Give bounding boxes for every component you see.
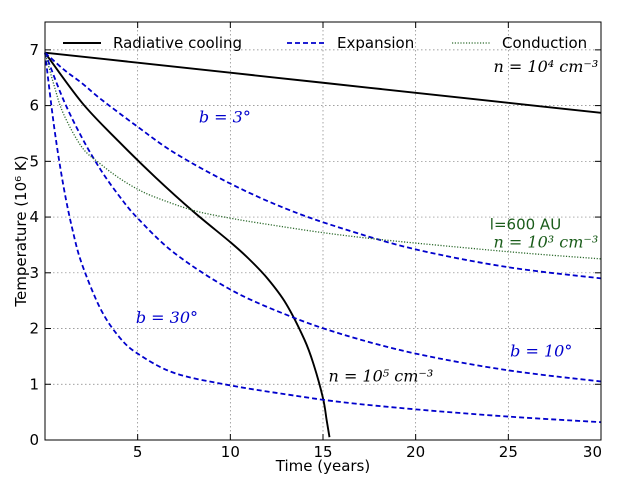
conduction-curve [44,52,602,260]
curve-annotation: b = 10° [510,341,572,360]
curve-annotation: n = 10⁵ cm⁻³ [329,366,434,385]
y-tick-label: 7 [29,41,39,59]
expansion-curve [44,51,602,280]
annotation-layer: n = 10⁴ cm⁻³ b = 3° l=600 AUn = 10³ cm⁻³ b … [136,57,598,385]
x-tick-label: 20 [406,443,425,461]
tick-layer: 5 10 15 20 25 30 0 1 2 3 4 5 6 7 [29,22,602,461]
x-tick-label: 5 [133,443,143,461]
grid-layer [45,22,601,440]
curve-annotation: b = 30° [136,308,198,327]
x-axis-title: Time (years) [275,457,370,475]
y-tick-label: 0 [29,431,39,449]
x-tick-label: 25 [499,443,518,461]
legend-label: Conduction [502,34,587,52]
x-tick-label: 10 [221,443,240,461]
x-tick-label: 15 [313,443,332,461]
radiative-curve [44,52,331,438]
expansion-curve [44,52,602,383]
radiative-curve [44,51,602,114]
x-tick-label: 30 [583,443,602,461]
curve-annotation: b = 3° [199,107,251,126]
y-tick-label: 4 [29,208,39,226]
y-tick-label: 6 [29,97,39,115]
curve-annotation: n = 10⁴ cm⁻³ [494,57,599,76]
series-layer [44,51,602,438]
y-tick-label: 5 [29,152,39,170]
legend: Radiative cooling Expansion Conduction [63,34,587,52]
expansion-curve [44,52,602,424]
y-tick-label: 3 [29,264,39,282]
legend-label: Expansion [337,34,414,52]
curve-annotation: n = 10³ cm⁻³ [494,233,599,252]
curve-annotation: l=600 AU [490,215,561,233]
y-axis-title: Temperature (10⁶ K) [12,155,30,307]
y-tick-label: 1 [29,375,39,393]
y-tick-label: 2 [29,320,39,338]
legend-label: Radiative cooling [113,34,242,52]
